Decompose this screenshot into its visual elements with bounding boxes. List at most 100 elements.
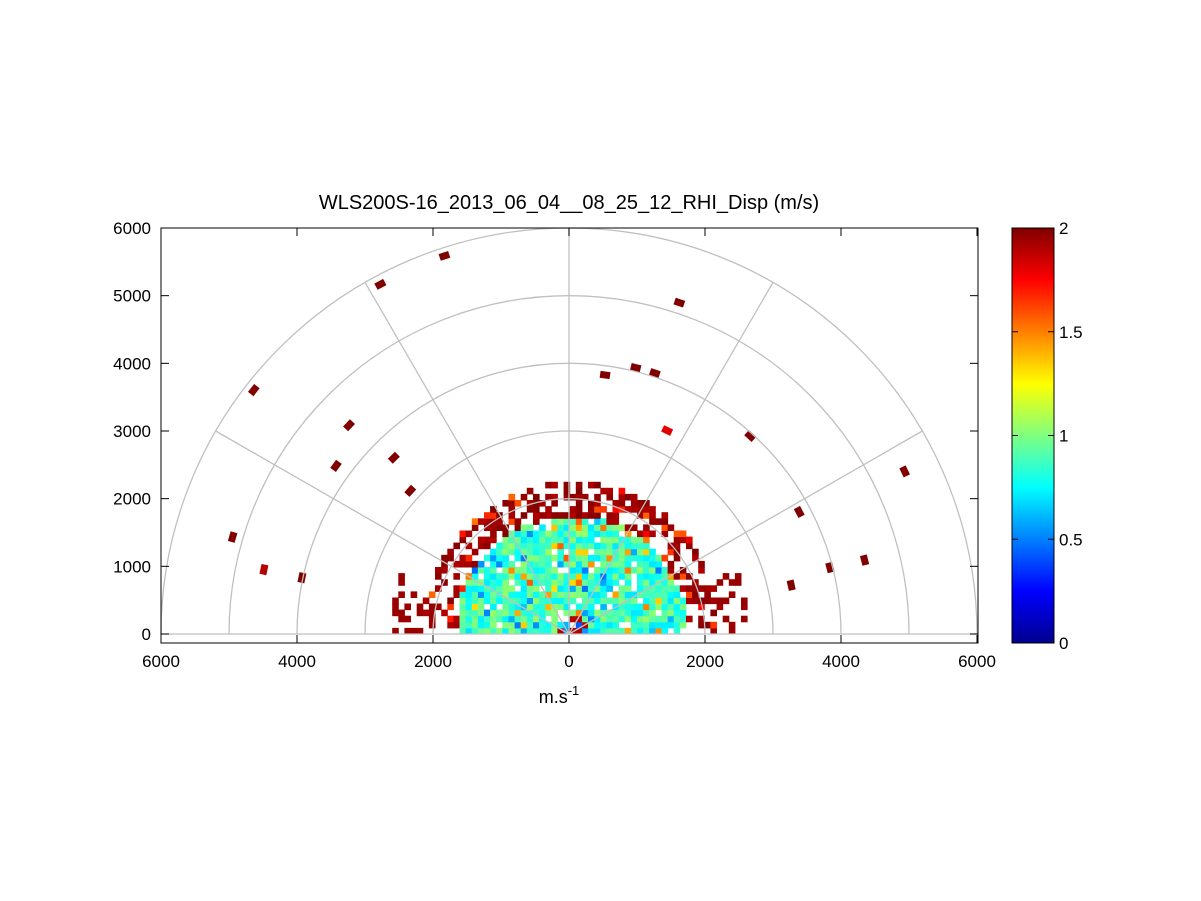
field-cell [575,518,583,525]
field-cell [508,518,516,525]
field-cell [643,560,650,568]
field-cell [563,518,571,525]
field-cell [563,524,571,531]
field-cell [661,530,669,538]
field-cell [465,579,473,586]
field-cell [447,597,454,605]
field-cell [606,621,613,629]
field-cell [551,603,558,611]
field-cell [600,548,607,556]
field-cell [557,560,564,568]
field-cell [600,487,607,495]
field-cell [606,548,613,556]
field-cell [398,615,405,623]
field-cell [416,609,424,617]
x-tick-label: 6000 [958,652,996,671]
field-cell [612,567,620,574]
field-cell [471,560,479,568]
field-cell [710,585,717,592]
field-cell [649,597,656,605]
field-cell [637,560,644,568]
field-cell [557,621,564,629]
field-cell [514,518,522,525]
field-cell [630,615,638,623]
field-cell [575,493,583,501]
field-cell [637,627,644,635]
field-cell [526,530,534,538]
field-cell [484,542,491,550]
field-cell [618,609,626,617]
field-cell [649,621,656,629]
field-cell [428,615,436,623]
field-cell [618,554,626,562]
field-cell [490,615,497,623]
field-cell [661,579,669,586]
field-cell [563,603,571,611]
field-cell [496,597,503,605]
field-cell [533,506,540,513]
field-cell [710,627,717,635]
field-cell [477,591,485,598]
field-cell [588,530,595,538]
field-cell [643,627,650,635]
field-cell [502,585,509,592]
field-cell [563,530,571,538]
field-cell [692,585,699,592]
field-cell [655,621,662,629]
field-cell [581,548,589,556]
field-cell [526,579,534,586]
field-cell [539,536,546,544]
field-cell [661,597,669,605]
field-cell [508,585,516,592]
field-cell [630,542,638,550]
field-cell [606,579,613,586]
field-cell [618,560,626,568]
field-cell [496,518,503,525]
field-cell [575,615,583,623]
field-cell [551,530,558,538]
field-cell [526,560,534,568]
field-cell [606,573,613,580]
field-cell [630,591,638,598]
field-cell [545,493,552,501]
field-cell [698,567,705,574]
field-cell [477,536,485,544]
field-cell [624,560,632,568]
field-cell [637,615,644,623]
field-cell [563,573,571,580]
field-cell [588,536,595,544]
field-cell [655,585,662,592]
field-cell [563,487,571,495]
field-cell [435,603,442,611]
field-cell [630,621,638,629]
field-cell [459,615,467,623]
field-cell [545,573,552,580]
field-cell [588,597,595,605]
field-cell [465,627,473,635]
field-cell [520,573,528,580]
field-cell [655,597,662,605]
field-cell [618,524,626,531]
field-cell [557,627,564,635]
x-tick-label: 4000 [822,652,860,671]
field-cell [686,615,693,623]
field-cell [637,591,644,598]
field-cell [496,524,503,531]
field-cell [624,493,632,501]
field-cell [630,567,638,574]
field-cell [606,512,613,519]
field-cell [600,627,607,635]
field-cell [484,585,491,592]
field-cell [533,603,540,611]
field-cell [594,615,601,623]
field-cell [557,524,564,531]
field-cell [459,621,467,629]
field-cell [686,591,693,598]
field-cell [563,560,571,568]
field-cell [520,560,528,568]
field-cell [661,615,669,623]
field-cell [502,554,509,562]
field-cell [520,548,528,556]
field-cell [508,500,516,507]
x-tick-label: 4000 [278,652,316,671]
